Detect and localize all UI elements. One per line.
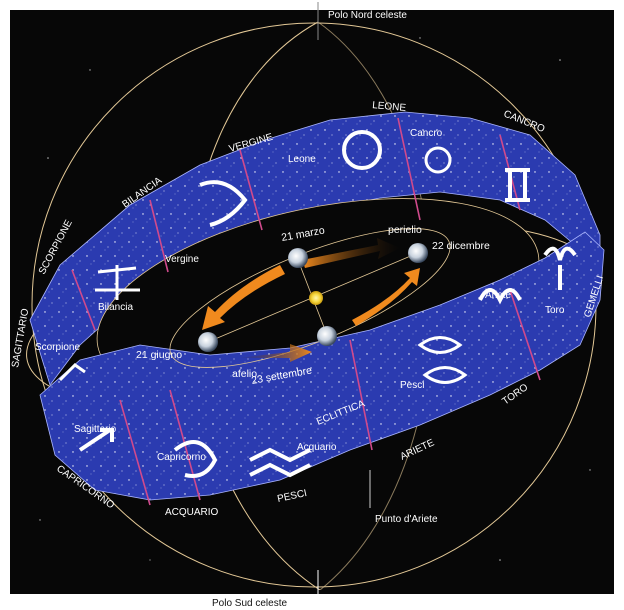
arrow-jun-to-sep: [238, 344, 312, 362]
label-december: 22 dicembre: [432, 240, 490, 252]
earth-march: [288, 248, 308, 268]
capricorn-symbol-icon: [173, 440, 218, 478]
const-capricorno: Capricorno: [157, 452, 206, 463]
const-vergine: Vergine: [165, 254, 199, 265]
orbit-arrows: [202, 238, 420, 362]
const-leone: Leone: [288, 154, 316, 165]
const-pesci: Pesci: [400, 380, 424, 391]
arrow-mar-to-jun: [202, 265, 285, 330]
zodiac-symbols: [58, 130, 577, 478]
label-aphelion: afelio: [232, 368, 257, 380]
const-bilancia: Bilancia: [98, 302, 133, 313]
pisces-symbol-icon: [417, 336, 468, 384]
libra-symbol-icon: [95, 265, 140, 300]
arrow-sep-to-dec: [352, 268, 420, 326]
virgo-symbol-icon: [199, 180, 248, 227]
arrow-dec-to-mar: [302, 238, 400, 268]
const-toro: Toro: [545, 305, 565, 316]
const-sagittario: Sagittario: [74, 424, 117, 435]
label-punto-ariete: Punto d'Ariete: [375, 514, 438, 525]
background-stars: [39, 37, 591, 561]
sagittarius-symbol-icon: [78, 428, 114, 452]
const-cancro: Cancro: [410, 128, 443, 139]
leo-symbol-icon: [342, 130, 382, 170]
ring-leone: LEONE: [372, 100, 407, 114]
aries-symbol-icon: [478, 288, 522, 305]
scorpio-symbol-icon: [58, 363, 86, 382]
earth-december: [408, 243, 428, 263]
sun: [309, 291, 323, 305]
gemini-symbol-icon: [505, 168, 530, 202]
earth-june: [198, 332, 218, 352]
label-june: 21 giugno: [136, 349, 182, 361]
ring-acquario: ACQUARIO: [165, 507, 219, 518]
aquarius-symbol-icon: [249, 447, 311, 478]
taurus-symbol-icon: [543, 246, 577, 290]
south-pole-label: Polo Sud celeste: [212, 598, 287, 609]
const-acquario: Acquario: [297, 442, 337, 453]
label-perihelion: perielio: [388, 224, 422, 236]
const-ariete: Ariete: [485, 290, 512, 301]
earth-september: [317, 326, 337, 346]
north-pole-label: Polo Nord celeste: [328, 10, 407, 21]
const-scorpione: Scorpione: [35, 342, 80, 353]
cancer-symbol-icon: [424, 146, 452, 174]
